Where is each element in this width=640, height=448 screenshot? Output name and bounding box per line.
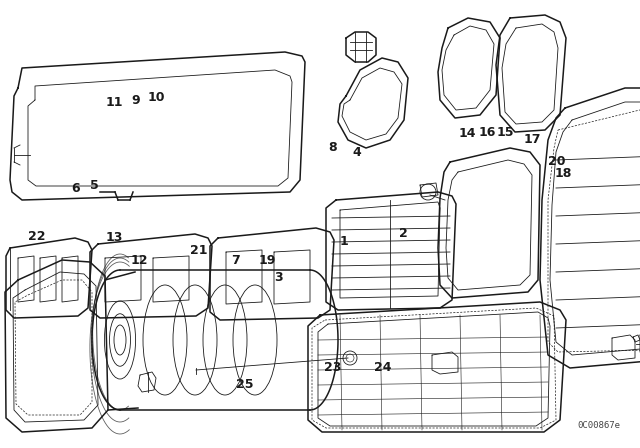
Text: 9: 9 bbox=[131, 94, 140, 108]
Text: 4: 4 bbox=[353, 146, 362, 159]
Text: 1: 1 bbox=[340, 234, 349, 248]
Text: 25: 25 bbox=[236, 378, 253, 391]
Text: 17: 17 bbox=[524, 133, 541, 146]
Text: 3: 3 bbox=[274, 271, 283, 284]
Text: 15: 15 bbox=[497, 125, 515, 139]
Text: 12: 12 bbox=[131, 254, 148, 267]
Text: 0C00867e: 0C00867e bbox=[577, 421, 620, 430]
Text: 21: 21 bbox=[189, 244, 207, 258]
Text: 23: 23 bbox=[324, 361, 342, 374]
Text: 5: 5 bbox=[90, 179, 99, 193]
Text: 13: 13 bbox=[105, 231, 123, 244]
Text: 16: 16 bbox=[479, 125, 497, 139]
Text: 10: 10 bbox=[148, 91, 166, 104]
Text: 2: 2 bbox=[399, 227, 408, 241]
Text: 7: 7 bbox=[231, 254, 240, 267]
Text: 6: 6 bbox=[71, 181, 80, 195]
Text: 20: 20 bbox=[548, 155, 566, 168]
Text: 11: 11 bbox=[105, 95, 123, 109]
Text: 8: 8 bbox=[328, 141, 337, 155]
Text: 19: 19 bbox=[259, 254, 276, 267]
Text: 24: 24 bbox=[374, 361, 392, 374]
Text: 18: 18 bbox=[554, 167, 572, 181]
Text: 22: 22 bbox=[28, 230, 46, 243]
Text: 14: 14 bbox=[458, 127, 476, 140]
